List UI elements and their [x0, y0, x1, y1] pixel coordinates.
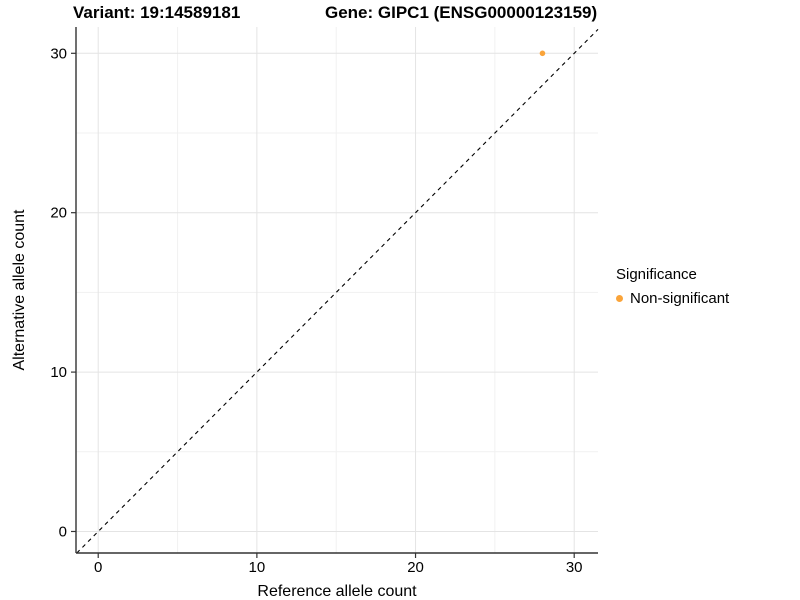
y-axis-title: Alternative allele count — [11, 209, 28, 371]
data-point — [539, 50, 546, 57]
identity-dashed-line — [76, 29, 599, 554]
y-tick-label: 0 — [59, 523, 67, 540]
plot-title-variant: Variant: 19:14589181 — [73, 3, 241, 22]
x-tick-label: 10 — [249, 559, 266, 576]
x-tick-label: 0 — [94, 559, 102, 576]
x-axis-title: Reference allele count — [257, 583, 417, 600]
y-tick-label: 30 — [50, 45, 67, 62]
y-tick-label: 20 — [50, 205, 67, 222]
x-tick-label: 20 — [407, 559, 424, 576]
x-tick-label: 30 — [566, 559, 583, 576]
legend-title: Significance — [616, 266, 697, 283]
y-tick-label: 10 — [50, 364, 67, 381]
plot-title-gene: Gene: GIPC1 (ENSG00000123159) — [325, 3, 598, 22]
legend: Significance Non-significant — [616, 266, 729, 307]
legend-item-non-significant: Non-significant — [616, 290, 729, 307]
legend-point-icon — [616, 295, 623, 302]
legend-item-label: Non-significant — [630, 290, 730, 307]
